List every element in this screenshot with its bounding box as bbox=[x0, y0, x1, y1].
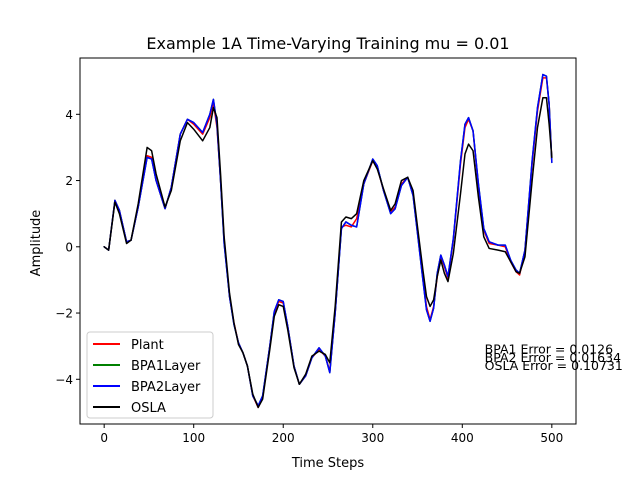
plot-area-frame bbox=[79, 57, 577, 425]
error-annotation: BPA2 Error = 0.01634 bbox=[485, 350, 621, 365]
legend-label: BPA1Layer bbox=[131, 359, 201, 374]
y-tick-label: 4 bbox=[65, 108, 73, 122]
x-tick-label: 100 bbox=[182, 431, 205, 445]
y-tick-label: −2 bbox=[55, 307, 73, 321]
y-tick-label: 2 bbox=[65, 174, 73, 188]
y-tick-label: 0 bbox=[65, 240, 73, 254]
legend: Plant BPA1Layer BPA2Layer OSLA bbox=[86, 331, 214, 419]
y-tick-label: −4 bbox=[55, 373, 73, 387]
x-tick-label: 200 bbox=[272, 431, 295, 445]
x-tick-label: 500 bbox=[540, 431, 563, 445]
x-tick-label: 400 bbox=[451, 431, 474, 445]
error-annotation: BPA1 Error = 0.0126 bbox=[485, 341, 613, 356]
x-tick-label: 300 bbox=[361, 431, 384, 445]
legend-label: OSLA bbox=[131, 401, 166, 416]
y-axis-label: Amplitude bbox=[29, 210, 44, 277]
chart-title: Example 1A Time-Varying Training mu = 0.… bbox=[146, 34, 509, 53]
x-tick-label: 0 bbox=[100, 431, 108, 445]
x-axis-label: Time Steps bbox=[291, 456, 365, 471]
legend-label: Plant bbox=[131, 338, 164, 353]
error-annotation: OSLA Error = 0.10731 bbox=[485, 358, 623, 373]
legend-box bbox=[86, 331, 214, 419]
series-line-osla bbox=[103, 97, 553, 409]
legend-label: BPA2Layer bbox=[131, 380, 201, 395]
